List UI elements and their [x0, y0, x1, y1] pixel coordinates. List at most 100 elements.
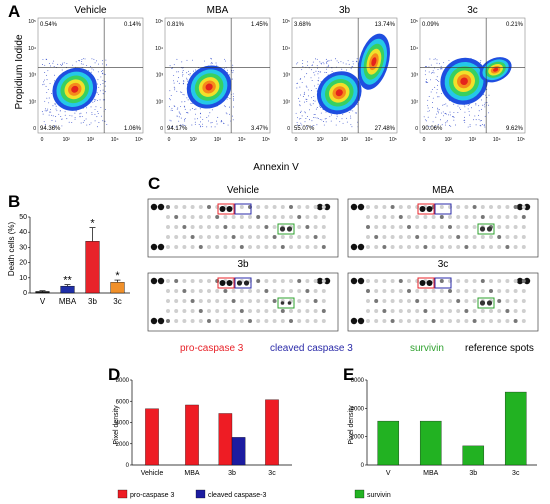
scatter-dot: [99, 90, 101, 92]
scatter-dot: [232, 93, 234, 95]
array-spot: [239, 225, 244, 229]
reference-spot: [357, 317, 365, 325]
scatter-dot: [55, 105, 57, 107]
scatter-dot: [431, 89, 433, 91]
array-spot: [264, 319, 269, 323]
pro-caspase-3-box: [417, 277, 435, 289]
array-spot: [423, 289, 428, 293]
survivin-spot: [280, 301, 285, 305]
array-spot: [190, 205, 195, 209]
scatter-dot: [356, 112, 358, 114]
scatter-dot: [173, 86, 175, 88]
quadrant-lower-right-value: 9.62%: [506, 126, 524, 132]
scatter-dot: [195, 69, 197, 71]
scatter-dot: [310, 104, 312, 106]
array-spot: [207, 225, 211, 229]
scatter-dot: [443, 115, 444, 117]
scatter-dot: [183, 80, 185, 82]
array-spot: [464, 309, 469, 313]
scatter-dot: [61, 118, 63, 120]
bar: [265, 399, 279, 466]
scatter-dot: [104, 120, 106, 122]
scatter-dot: [72, 64, 74, 66]
scatter-dot: [195, 113, 197, 115]
array-spot: [366, 289, 370, 293]
array-spot: [256, 289, 261, 293]
scatter-dot: [438, 109, 440, 111]
scatter-dot: [432, 97, 434, 99]
scatter-dot: [226, 113, 228, 115]
array-spot: [407, 279, 411, 283]
x-tick-label: 3c: [512, 470, 520, 477]
array-spot: [513, 215, 518, 219]
scatter-dot: [478, 110, 480, 112]
array-spot: [215, 299, 220, 303]
scatter-dot: [57, 63, 59, 65]
scatter-dot: [444, 122, 446, 124]
scatter-dot: [53, 65, 55, 67]
array-spot: [174, 299, 179, 303]
scatter-dot: [348, 63, 350, 65]
array-spot: [464, 299, 469, 303]
scatter-dot: [182, 73, 184, 75]
scatter-dot: [176, 108, 178, 110]
array-spot: [407, 205, 411, 209]
scatter-dot: [47, 108, 49, 110]
scatter-dot: [44, 124, 46, 125]
scatter-dot: [342, 114, 344, 115]
array-spot: [366, 225, 370, 229]
y-tick-label: 20: [19, 260, 27, 267]
scatter-dot: [92, 101, 94, 103]
y-tick-label: 0: [361, 463, 365, 469]
scatter-dot: [346, 121, 348, 123]
array-spot: [174, 309, 179, 313]
scatter-dot: [322, 61, 324, 63]
array-legend-label: pro-caspase 3: [180, 343, 244, 354]
scatter-dot: [432, 102, 433, 103]
scatter-dot: [61, 125, 63, 127]
array-spot: [321, 215, 326, 219]
scatter-dot: [445, 124, 447, 126]
array-spot: [374, 299, 379, 303]
y-tick-label: 0: [33, 126, 36, 132]
array-spot: [264, 299, 269, 303]
array-spot: [513, 205, 518, 209]
scatter-dot: [84, 58, 86, 60]
scatter-dot: [437, 109, 439, 111]
scatter-dot: [94, 100, 96, 102]
scatter-dot: [486, 88, 488, 90]
array-spot: [431, 319, 436, 323]
scatter-dot: [204, 60, 205, 62]
scatter-dot: [106, 124, 108, 126]
array-spot: [239, 309, 244, 313]
x-tick-label: 10⁴: [111, 137, 119, 143]
array-spot: [215, 289, 220, 293]
x-tick-label: 10⁴: [493, 137, 501, 143]
scatter-dot: [68, 121, 70, 123]
scatter-dot: [53, 60, 55, 62]
scatter-dot: [432, 106, 434, 108]
scatter-dot: [436, 76, 438, 78]
array-spot: [264, 279, 269, 283]
scatter-dot: [488, 94, 490, 96]
scatter-dot: [210, 122, 212, 124]
array-spot: [280, 245, 285, 249]
quadrant-upper-left-value: 0.09%: [422, 22, 440, 28]
array-spot: [472, 289, 477, 293]
scatter-dot: [80, 112, 82, 114]
scatter-dot: [350, 124, 352, 126]
array-spot: [439, 299, 444, 303]
array-spot: [480, 215, 485, 219]
scatter-dot: [75, 61, 77, 63]
y-tick-label: 10²: [283, 99, 291, 105]
scatter-dot: [54, 80, 56, 82]
protein-array-panel: Vehicle MBA 3b 3c pro-caspase 3 cleaved casp…: [147, 185, 539, 354]
array-spot: [190, 235, 195, 239]
scatter-dot: [55, 108, 57, 110]
array-spot: [272, 319, 277, 323]
scatter-dot: [97, 79, 99, 81]
array-spot: [472, 205, 477, 209]
scatter-dot: [101, 70, 103, 72]
scatter-dot: [194, 123, 196, 125]
scatter-dot: [427, 105, 428, 107]
